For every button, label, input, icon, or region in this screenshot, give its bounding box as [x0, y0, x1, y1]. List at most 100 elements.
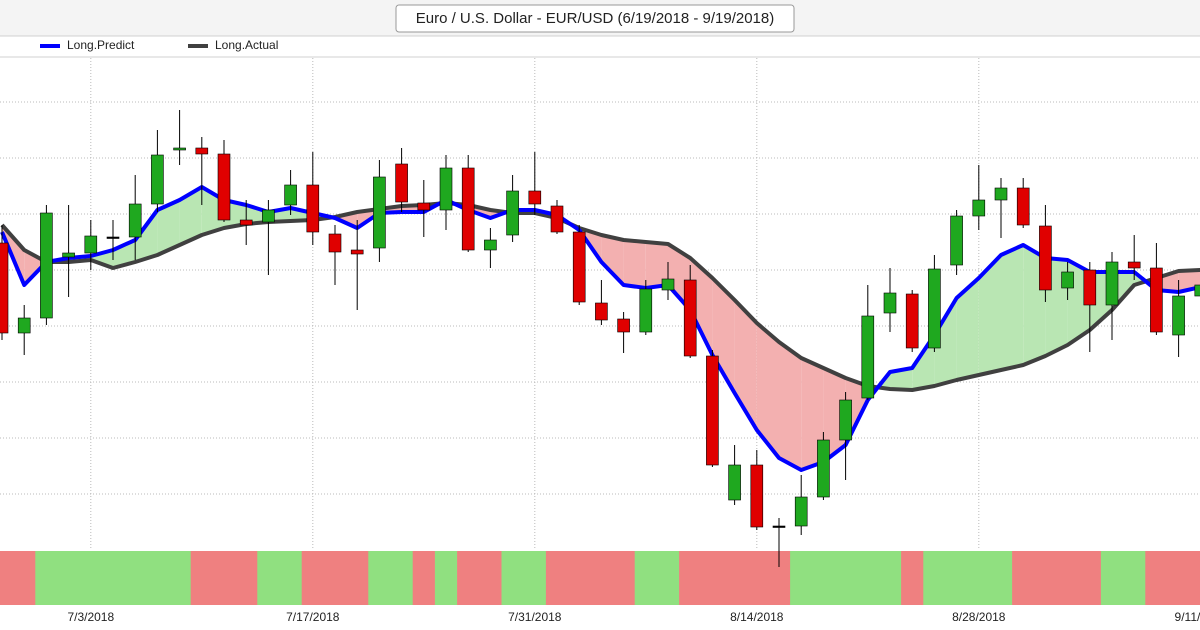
candle-body — [1061, 271, 1074, 289]
candle-body — [262, 209, 275, 223]
x-tick-label: 7/17/2018 — [286, 610, 340, 624]
signal-cell — [1123, 551, 1146, 605]
signal-cell — [346, 551, 369, 605]
signal-cell — [790, 551, 813, 605]
x-tick-label: 7/3/2018 — [67, 610, 114, 624]
candle-body — [306, 184, 320, 233]
signal-cell — [1100, 551, 1124, 605]
candle-body — [528, 190, 542, 205]
signal-cell — [235, 551, 258, 605]
signal-cell — [568, 551, 591, 605]
signal-cell — [1145, 551, 1168, 605]
signal-cell — [967, 551, 991, 605]
legend-label: Long.Actual — [215, 38, 278, 52]
signal-cell — [457, 551, 480, 605]
chart-title: Euro / U.S. Dollar - EUR/USD (6/19/2018 … — [416, 10, 775, 27]
signal-cell — [101, 551, 125, 605]
fill-area — [179, 187, 202, 245]
candle-body — [239, 219, 253, 226]
signal-cell — [1012, 551, 1035, 605]
fill-area — [601, 235, 624, 285]
candle-body — [1083, 269, 1097, 306]
signal-cell — [590, 551, 613, 605]
signal-cell — [146, 551, 169, 605]
signal-cell — [57, 551, 81, 605]
signal-cell — [767, 551, 791, 605]
signal-cell — [35, 551, 58, 605]
signal-cell — [13, 551, 36, 605]
candle-body — [373, 176, 386, 249]
fill-area — [645, 242, 668, 288]
signal-cell — [368, 551, 391, 605]
fill-area — [1001, 245, 1024, 370]
candle-body — [861, 315, 875, 399]
candle-body — [1150, 267, 1163, 333]
fill-area — [956, 278, 979, 380]
fill-area — [779, 342, 802, 470]
signal-cell — [745, 551, 769, 605]
series-line — [0, 201, 1200, 392]
signal-cell — [390, 551, 414, 605]
candle-body — [1127, 261, 1141, 269]
candle-body — [484, 239, 497, 251]
candle-body — [284, 184, 297, 206]
candle-body — [84, 235, 98, 254]
candle-body — [1016, 187, 1030, 226]
fill-area — [113, 240, 136, 268]
signal-cell — [323, 551, 347, 605]
candle-body — [17, 317, 31, 334]
fill-area — [756, 323, 779, 458]
signal-cell — [434, 551, 458, 605]
candle-body — [128, 203, 142, 238]
candle-body — [350, 249, 364, 255]
candle-body — [905, 293, 919, 349]
title-box — [395, 4, 795, 33]
signal-cell — [1189, 551, 1200, 605]
signal-cell — [501, 551, 525, 605]
x-tick-label: 7/31/2018 — [508, 610, 562, 624]
signal-cell — [834, 551, 858, 605]
candle-body — [217, 153, 231, 221]
candle-body — [883, 292, 897, 314]
signal-cell — [701, 551, 724, 605]
candle-body — [395, 163, 408, 203]
signal-cell — [856, 551, 880, 605]
fill-area — [890, 368, 913, 390]
candle-body — [1039, 225, 1052, 291]
signal-cell — [279, 551, 303, 605]
candle-body — [439, 167, 453, 211]
candle-body — [750, 464, 764, 528]
fill-area — [24, 250, 47, 285]
candle-body — [839, 399, 852, 441]
candle-body — [617, 318, 630, 333]
signal-cell — [634, 551, 658, 605]
signal-cell — [812, 551, 835, 605]
signal-cell — [878, 551, 902, 605]
candle-body — [950, 215, 963, 266]
candle-body — [1105, 261, 1119, 306]
candle-body — [550, 205, 564, 233]
signal-cell — [989, 551, 1013, 605]
signal-cell — [679, 551, 702, 605]
signal-cell — [1056, 551, 1080, 605]
plot-area: 7/3/2018 7/17/2018 7/31/2018 8/14/2018 8/28/… — [0, 58, 1200, 624]
signal-cell — [212, 551, 236, 605]
candle-body — [461, 167, 475, 251]
signal-cell — [901, 551, 924, 605]
signal-cell — [301, 551, 325, 605]
candle-body — [639, 288, 653, 333]
candle-body — [928, 268, 941, 349]
signal-cell — [0, 551, 14, 605]
candle-body — [994, 187, 1008, 201]
candle-body — [1172, 295, 1185, 336]
fill-area — [734, 300, 757, 430]
legend: Long.Predict Long.Actual — [40, 38, 278, 52]
signal-cell — [79, 551, 103, 605]
candle-body — [572, 231, 586, 303]
candle-body — [794, 496, 808, 527]
signal-cell — [124, 551, 147, 605]
signal-cell — [945, 551, 969, 605]
candle-body — [328, 233, 342, 253]
candle-body — [417, 202, 431, 211]
fill-area — [623, 240, 646, 288]
